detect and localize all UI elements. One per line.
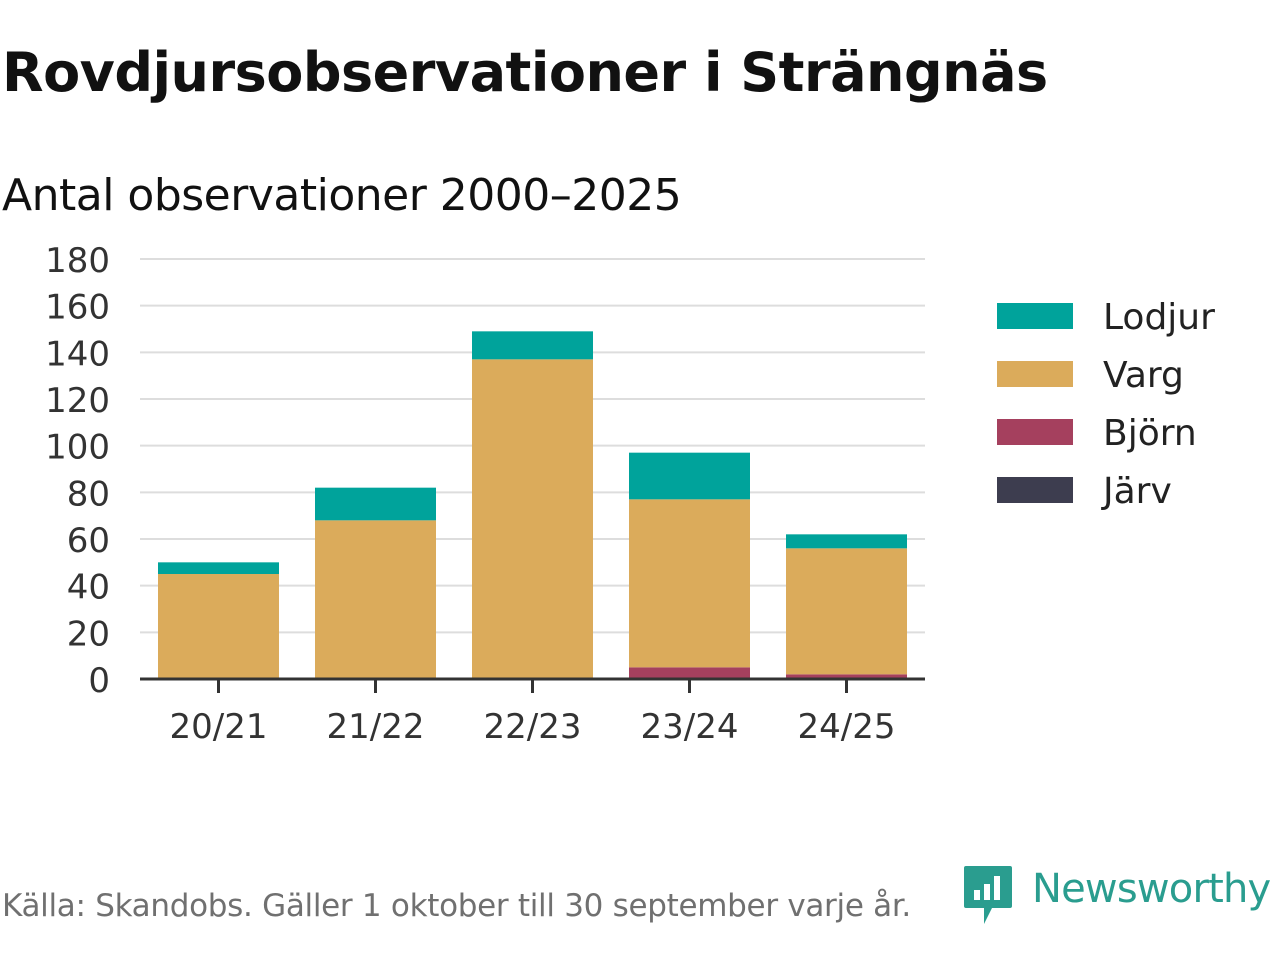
bars [158, 331, 907, 679]
brand-name: Newsworthy [1032, 866, 1271, 912]
legend: Lodjur Varg Björn Järv [997, 297, 1215, 512]
y-tick-label: 120 [45, 381, 110, 421]
y-axis-ticks: 0 20 40 60 80 100 120 140 160 180 [45, 241, 110, 701]
x-tick-label: 22/23 [484, 707, 582, 747]
x-tick-label: 21/22 [327, 707, 425, 747]
bar-lodjur-21-22 [315, 487, 436, 521]
chart-subtitle: Antal observationer 2000–2025 [2, 170, 682, 221]
x-tick-label: 23/24 [641, 707, 739, 747]
legend-label-järv: Järv [1101, 471, 1172, 512]
legend-swatch-varg [997, 361, 1073, 387]
x-axis-ticks: 20/21 21/22 22/23 23/24 24/25 [170, 679, 896, 747]
legend-swatch-lodjur [997, 303, 1073, 329]
legend-label-björn: Björn [1103, 413, 1197, 454]
bar-varg-23-24 [629, 499, 750, 668]
y-tick-label: 40 [67, 568, 110, 608]
bar-lodjur-22-23 [472, 331, 593, 360]
chart-title: Rovdjursobservationer i Strängnäs [2, 41, 1048, 104]
bar-lodjur-23-24 [629, 452, 750, 500]
y-tick-label: 160 [45, 288, 110, 328]
bar-björn-23-24 [629, 667, 750, 679]
y-tick-label: 180 [45, 241, 110, 281]
y-tick-label: 80 [67, 474, 110, 514]
newsworthy-logo-icon [964, 866, 1012, 924]
source-note: Källa: Skandobs. Gäller 1 oktober till 3… [2, 888, 911, 924]
newsworthy-brand: Newsworthy [962, 864, 1278, 930]
x-tick-label: 20/21 [170, 707, 268, 747]
bar-björn-24-25 [786, 674, 907, 679]
bar-varg-22-23 [472, 359, 593, 679]
y-tick-label: 0 [88, 661, 110, 701]
legend-swatch-järv [997, 477, 1073, 503]
legend-swatch-björn [997, 419, 1073, 445]
bar-varg-20-21 [158, 574, 279, 679]
x-tick-label: 24/25 [798, 707, 896, 747]
y-tick-label: 100 [45, 428, 110, 468]
legend-label-varg: Varg [1103, 355, 1184, 396]
stacked-bar-chart: 0 20 40 60 80 100 120 140 160 180 20/21 21/22 22/23… [45, 241, 1215, 747]
y-tick-label: 60 [67, 521, 110, 561]
bar-lodjur-24-25 [786, 534, 907, 549]
bar-varg-21-22 [315, 520, 436, 679]
y-tick-label: 20 [67, 614, 110, 654]
legend-label-lodjur: Lodjur [1103, 297, 1215, 338]
bar-lodjur-20-21 [158, 562, 279, 574]
bar-varg-24-25 [786, 548, 907, 675]
y-tick-label: 140 [45, 334, 110, 374]
